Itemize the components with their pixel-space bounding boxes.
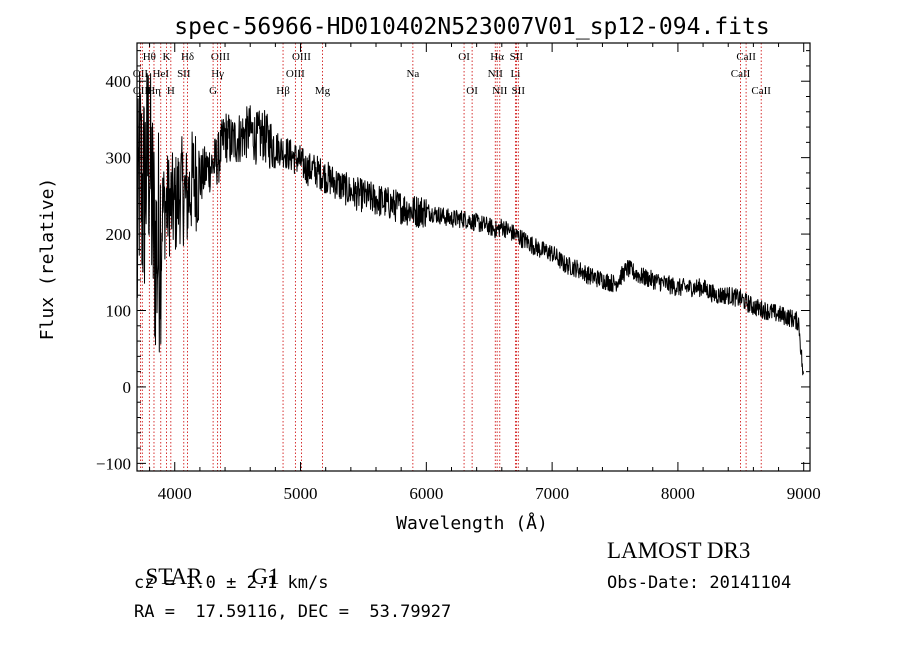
plot-frame	[136, 42, 811, 472]
marker-label: Hα	[490, 51, 504, 63]
x-tick-label: 5000	[284, 484, 318, 503]
object-subclass: G1	[240, 538, 280, 590]
marker-label: SII	[512, 85, 526, 97]
x-axis-ticks: 4000 5000 6000 7000 8000 9000	[149, 43, 821, 503]
marker-label: CaII	[751, 85, 771, 97]
marker-label: HeI	[153, 68, 170, 80]
object-class-value: STAR	[145, 564, 203, 589]
chart-title: spec-56966-HD010402N523007V01_sp12-094.f…	[174, 14, 769, 40]
marker-label: OIII	[286, 68, 305, 80]
marker-label: OIII	[211, 51, 230, 63]
marker-label: Li	[510, 68, 520, 80]
x-tick-label: 7000	[535, 484, 569, 503]
marker-label: Hθ	[143, 51, 156, 63]
marker-label: OI	[458, 51, 470, 63]
y-tick-label: −100	[96, 454, 131, 473]
marker-label: NII	[492, 85, 508, 97]
marker-label: Hγ	[211, 68, 224, 80]
marker-label: G	[209, 85, 217, 97]
marker-label: CaII	[731, 68, 751, 80]
coordinates-info: RA = 17.59116, DEC = 53.79927	[134, 602, 452, 622]
object-class: STAR	[134, 538, 203, 590]
redshift-info: cz = 1.0 ± 2.1 km/s	[134, 573, 329, 593]
marker-label: SII	[177, 68, 191, 80]
marker-label: OI	[466, 85, 478, 97]
marker-label: H	[167, 85, 175, 97]
y-tick-label: 300	[106, 149, 132, 168]
y-tick-label: 400	[106, 72, 132, 91]
x-tick-label: 4000	[158, 484, 192, 503]
marker-label: Na	[406, 68, 419, 80]
marker-label: Hη	[147, 85, 161, 97]
y-tick-label: 0	[123, 378, 132, 397]
y-axis-ticks: −100 0 100 200 300 400	[96, 50, 810, 473]
x-tick-label: 8000	[661, 484, 695, 503]
marker-label: Mg	[315, 85, 331, 97]
survey-name: LAMOST DR3	[607, 538, 751, 563]
marker-label: OII	[133, 68, 149, 80]
y-tick-label: 100	[106, 302, 132, 321]
y-axis-label: Flux (relative)	[37, 178, 58, 341]
marker-label: SII	[510, 51, 524, 63]
x-tick-label: 6000	[409, 484, 443, 503]
object-subclass-value: G1	[251, 564, 280, 589]
flux-series-line	[136, 73, 804, 376]
marker-label: OIII	[292, 51, 311, 63]
marker-label: NII	[488, 68, 504, 80]
y-tick-label: 200	[106, 225, 132, 244]
x-axis-label: Wavelength (Å)	[396, 512, 548, 534]
observation-date: Obs-Date: 20141104	[607, 573, 792, 593]
marker-label: Hδ	[181, 51, 194, 63]
marker-label: Hβ	[276, 85, 290, 97]
marker-label: CaII	[736, 51, 756, 63]
x-tick-label: 9000	[787, 484, 821, 503]
marker-label: K	[162, 51, 170, 63]
